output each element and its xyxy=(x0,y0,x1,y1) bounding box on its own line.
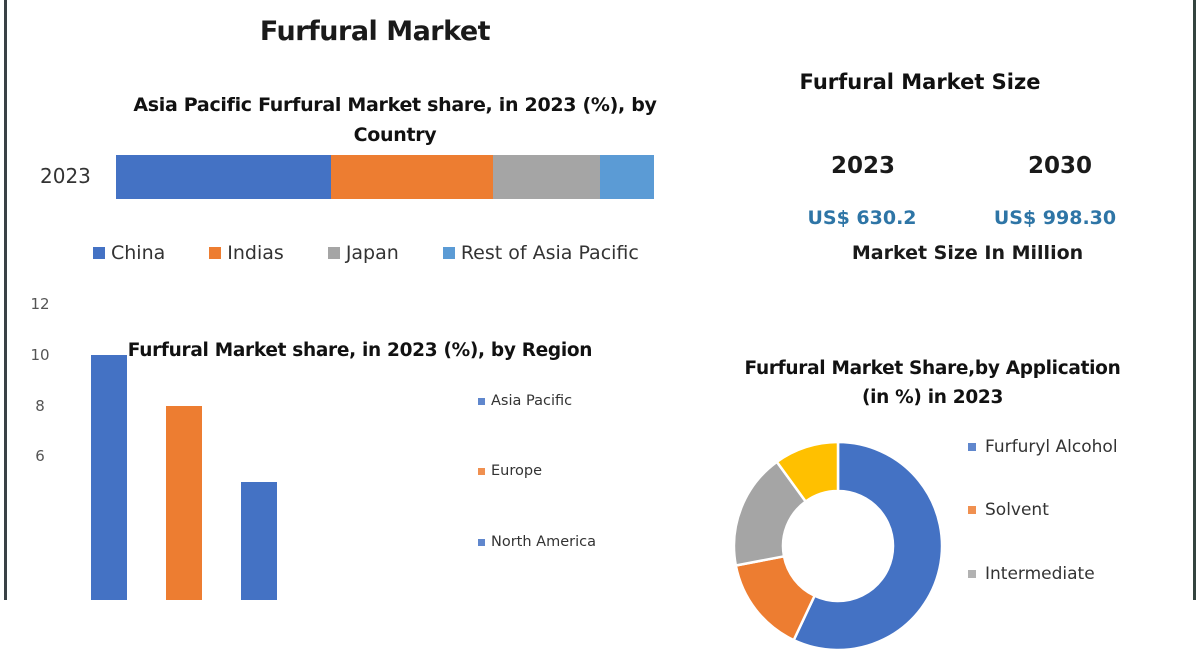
region-legend-item: Asia Pacific xyxy=(478,393,572,409)
year-2023-label: 2023 xyxy=(830,153,895,179)
legend-item: China xyxy=(93,242,165,264)
legend-label: Indias xyxy=(227,242,284,264)
y-tick-label: 8 xyxy=(35,396,45,415)
frame-left-border xyxy=(4,0,7,600)
value-2023: US$ 630.2 xyxy=(807,207,917,229)
legend-square-icon xyxy=(478,538,485,546)
market-size-title: Furfural Market Size xyxy=(799,70,1041,94)
legend-label: Solvent xyxy=(985,500,1049,520)
stacked-bar xyxy=(116,155,654,199)
application-title-line1: Furfural Market Share,by Application xyxy=(744,358,1121,379)
legend-square-icon xyxy=(93,247,105,259)
application-legend-item: Solvent xyxy=(968,500,1049,520)
asia-pacific-title-line1: Asia Pacific Furfural Market share, in 2… xyxy=(133,94,657,116)
legend-label: Asia Pacific xyxy=(491,393,573,409)
legend-label: Europe xyxy=(491,463,542,479)
legend-label: Furfuryl Alcohol xyxy=(985,437,1118,457)
legend-square-icon xyxy=(442,247,455,259)
y-tick-label: 12 xyxy=(30,295,50,314)
region-bar-europe xyxy=(166,405,202,600)
legend-square-icon xyxy=(478,397,485,405)
legend-square-icon xyxy=(209,247,222,259)
stack-segment-indias xyxy=(331,155,493,199)
legend-label: Japan xyxy=(345,242,399,264)
region-legend-item: Europe xyxy=(478,463,542,479)
stack-segment-china xyxy=(116,155,332,199)
y-tick-label: 6 xyxy=(35,447,45,466)
asia-pacific-chart-title: Asia Pacific Furfural Market share, in 2… xyxy=(100,90,690,150)
application-donut-chart xyxy=(732,440,944,652)
region-legend-item: North America xyxy=(478,534,596,550)
legend-item: Japan xyxy=(327,242,399,264)
donut-slice-others xyxy=(775,440,840,504)
stack-segment-japan xyxy=(492,155,601,199)
legend-square-icon xyxy=(327,247,340,259)
region-bar-asia-pacific xyxy=(91,355,127,600)
legend-square-icon xyxy=(968,570,976,578)
legend-square-icon xyxy=(478,467,485,475)
page-title: Furfural Market xyxy=(259,16,491,47)
application-title-line2: (in %) in 2023 xyxy=(861,387,1004,408)
legend-item: Indias xyxy=(209,242,284,264)
stack-row-label: 2023 xyxy=(40,164,91,188)
region-bar-north-america xyxy=(241,481,277,600)
application-legend-item: Furfuryl Alcohol xyxy=(968,437,1118,457)
legend-label: Intermediate xyxy=(985,564,1095,584)
country-legend: China Indias Japan Rest of Asia Pacific xyxy=(93,242,639,264)
legend-square-icon xyxy=(968,443,976,451)
y-tick-label: 10 xyxy=(30,346,50,364)
legend-square-icon xyxy=(968,506,976,514)
frame-right-border xyxy=(1193,0,1196,600)
legend-label: China xyxy=(111,242,166,264)
application-chart-title: Furfural Market Share,by Application (in… xyxy=(730,354,1135,412)
legend-label: North America xyxy=(491,534,596,550)
value-2030: US$ 998.30 xyxy=(993,207,1117,229)
stack-segment-rest-of-asia-pacific xyxy=(600,155,654,199)
asia-pacific-title-line2: Country xyxy=(353,124,437,146)
legend-item: Rest of Asia Pacific xyxy=(442,242,639,264)
year-2030-label: 2030 xyxy=(1027,153,1092,179)
application-legend-item: Intermediate xyxy=(968,564,1095,584)
legend-label: Rest of Asia Pacific xyxy=(460,242,639,264)
market-size-unit-label: Market Size In Million xyxy=(851,242,1084,264)
region-chart-title: Furfural Market share, in 2023 (%), by R… xyxy=(127,340,593,361)
